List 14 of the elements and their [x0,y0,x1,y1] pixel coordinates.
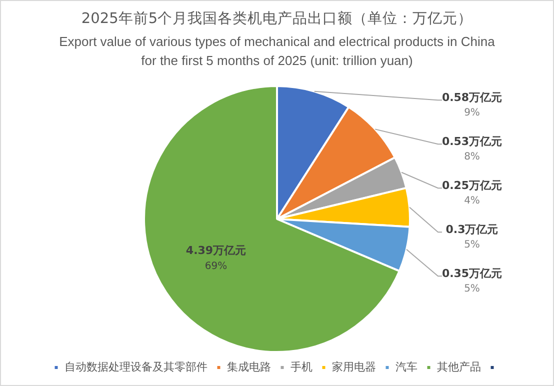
data-label: 0.53万亿元 8% [442,134,502,163]
data-label: 0.3万亿元 5% [446,222,498,251]
legend-label: 集成电路 [226,360,271,374]
chart-title: 2025年前5个月我国各类机电产品出口额（单位：万亿元） [80,10,474,28]
data-label: 0.25万亿元 4% [442,178,502,207]
legend-label: 自动数据处理设备及其零部件 [64,360,208,374]
legend-label: 汽车 [395,360,418,374]
legend-label: 手机 [290,360,312,374]
data-label: 4.39万亿元 69% [186,244,246,272]
legend-label: 其他产品 [436,360,481,374]
data-label: 0.58万亿元 9% [442,90,502,119]
chart-subtitle: Export value of various types of mechanical and electrical products in China for the first 5 months of 2025 (unit: trillion yuan) [58,33,496,70]
data-label: 0.35万亿元 5% [442,266,502,295]
legend-label: 家用电器 [332,360,376,374]
